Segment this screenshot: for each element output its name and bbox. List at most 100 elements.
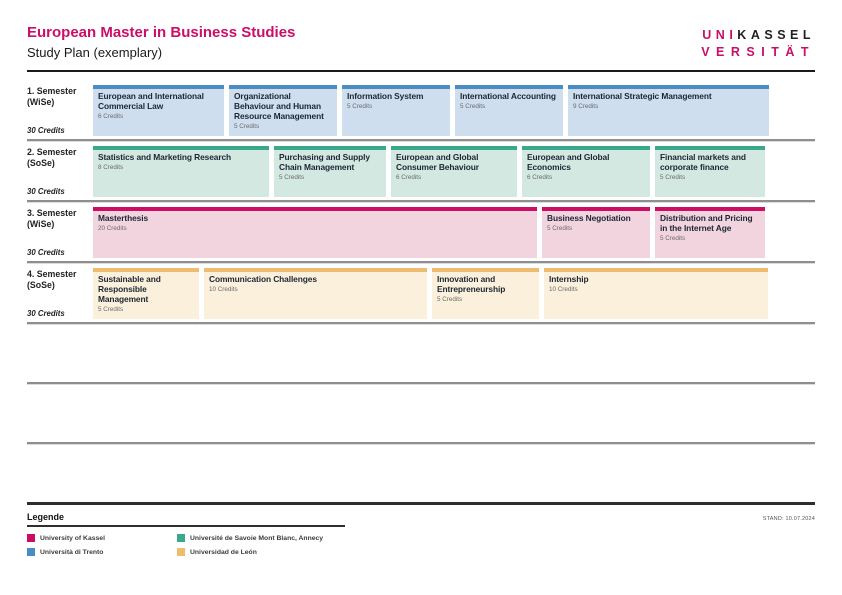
logo-versitat-text: VERSITÄT <box>701 45 815 60</box>
course-block: Financial markets and corporate finance … <box>655 146 765 197</box>
page-subtitle: Study Plan (exemplary) <box>27 44 163 60</box>
course-block: Information System 5 Credits <box>342 85 450 136</box>
semester-3-label: 3. Semester (WiSe) 30 Credits <box>27 207 93 258</box>
semester-4-label: 4. Semester (SoSe) 30 Credits <box>27 268 93 319</box>
course-title: Masterthesis <box>98 213 149 223</box>
semester-1-courses: European and International Commercial La… <box>93 85 815 136</box>
course-credits: 10 Credits <box>549 286 578 294</box>
semester-term: (WiSe) <box>27 97 55 108</box>
course-block: Organizational Behaviour and Human Resou… <box>229 85 337 136</box>
course-title: Purchasing and Supply Chain Management <box>279 152 370 172</box>
course-block: Masterthesis 20 Credits <box>93 207 537 258</box>
course-block: Purchasing and Supply Chain Management 5… <box>274 146 386 197</box>
logo-line-1: UNIKASSEL <box>701 27 815 43</box>
kassel-color-swatch <box>27 534 35 542</box>
course-credits: 10 Credits <box>209 286 238 294</box>
uni-kassel-logo: UNIKASSEL VERSITÄT <box>701 27 815 61</box>
course-credits: 5 Credits <box>347 103 373 111</box>
legend-heading: Legende <box>27 512 65 522</box>
legend-section: Legende STAND: 10.07.2024 University of … <box>27 512 815 556</box>
semester-name: 3. Semester <box>27 208 77 218</box>
course-block: Statistics and Marketing Research 8 Cred… <box>93 146 269 197</box>
legend-item-savoie: Université de Savoie Mont Blanc, Annecy <box>177 534 447 542</box>
course-credits: 20 Credits <box>98 225 127 233</box>
semester-2-courses: Statistics and Marketing Research 8 Cred… <box>93 146 815 197</box>
course-block: International Accounting 5 Credits <box>455 85 563 136</box>
course-credits: 8 Credits <box>98 164 124 172</box>
course-title: Distribution and Pricing in the Internet… <box>660 213 753 233</box>
semester-term: (WiSe) <box>27 219 55 230</box>
semester-total-credits: 30 Credits <box>27 126 65 135</box>
course-title: Internship <box>549 274 589 284</box>
semester-2-label: 2. Semester (SoSe) 30 Credits <box>27 146 93 197</box>
course-title: Communication Challenges <box>209 274 317 284</box>
semester-4-courses: Sustainable and Responsible Management 5… <box>93 268 815 319</box>
course-block: Sustainable and Responsible Management 5… <box>93 268 199 319</box>
legend-label: Universidad de León <box>190 548 257 556</box>
logo-kassel-text: KASSEL <box>737 28 815 42</box>
semester-total-credits: 30 Credits <box>27 187 65 196</box>
course-block: Business Negotiation 5 Credits <box>542 207 650 258</box>
study-plan-table: 1. Semester (WiSe) 30 Credits European a… <box>27 85 815 505</box>
semester-1-label: 1. Semester (WiSe) 30 Credits <box>27 85 93 136</box>
savoie-color-swatch <box>177 534 185 542</box>
course-title: Organizational Behaviour and Human Resou… <box>234 91 324 121</box>
trento-color-swatch <box>27 548 35 556</box>
empty-row <box>27 329 815 379</box>
row-divider <box>27 442 815 445</box>
course-block: Communication Challenges 10 Credits <box>204 268 427 319</box>
logo-uni-text: UNI <box>702 28 738 42</box>
course-credits: 5 Credits <box>660 174 686 182</box>
row-divider <box>27 200 815 203</box>
course-credits: 6 Credits <box>527 174 553 182</box>
course-block: Innovation and Entrepreneurship 5 Credit… <box>432 268 539 319</box>
course-title: Statistics and Marketing Research <box>98 152 232 162</box>
course-credits: 5 Credits <box>279 174 305 182</box>
semester-term: (SoSe) <box>27 158 55 169</box>
legend-label: Università di Trento <box>40 548 104 556</box>
leon-color-swatch <box>177 548 185 556</box>
page-title: European Master in Business Studies <box>27 24 296 41</box>
empty-row <box>27 389 815 439</box>
row-divider <box>27 261 815 264</box>
semester-name: 1. Semester <box>27 86 77 96</box>
course-title: International Accounting <box>460 91 556 101</box>
legend-item-trento: Università di Trento <box>27 548 177 556</box>
course-credits: 5 Credits <box>460 103 486 111</box>
semester-row-3: 3. Semester (WiSe) 30 Credits Masterthes… <box>27 207 815 258</box>
semester-row-4: 4. Semester (SoSe) 30 Credits Sustainabl… <box>27 268 815 319</box>
course-block: European and International Commercial La… <box>93 85 224 136</box>
course-title: Information System <box>347 91 424 101</box>
semester-name: 2. Semester <box>27 147 77 157</box>
course-credits: 5 Credits <box>547 225 573 233</box>
legend-item-kassel: University of Kassel <box>27 534 177 542</box>
legend-label: Université de Savoie Mont Blanc, Annecy <box>190 534 324 542</box>
course-title: Financial markets and corporate finance <box>660 152 746 172</box>
row-divider <box>27 382 815 385</box>
course-title: Innovation and Entrepreneurship <box>437 274 506 294</box>
legend-grid: University of Kassel Université de Savoi… <box>27 534 447 556</box>
course-block: Internship 10 Credits <box>544 268 768 319</box>
course-block: International Strategic Management 9 Cre… <box>568 85 769 136</box>
semester-3-courses: Masterthesis 20 Credits Business Negotia… <box>93 207 815 258</box>
semester-total-credits: 30 Credits <box>27 248 65 257</box>
course-title: European and Global Consumer Behaviour <box>396 152 479 172</box>
legend-label: University of Kassel <box>40 534 105 542</box>
header-titles: European Master in Business Studies Stud… <box>27 24 296 60</box>
course-credits: 6 Credits <box>396 174 422 182</box>
table-end-line <box>27 502 815 505</box>
course-block: European and Global Economics 6 Credits <box>522 146 650 197</box>
course-credits: 9 Credits <box>573 103 599 111</box>
header: European Master in Business Studies Stud… <box>27 0 815 72</box>
semester-row-1: 1. Semester (WiSe) 30 Credits European a… <box>27 85 815 136</box>
row-divider <box>27 322 815 325</box>
course-credits: 5 Credits <box>437 296 463 304</box>
semester-name: 4. Semester <box>27 269 77 279</box>
course-credits: 5 Credits <box>98 306 124 314</box>
course-title: European and Global Economics <box>527 152 610 172</box>
row-divider <box>27 139 815 142</box>
course-block: Distribution and Pricing in the Internet… <box>655 207 765 258</box>
semester-term: (SoSe) <box>27 280 55 291</box>
empty-row <box>27 449 815 499</box>
